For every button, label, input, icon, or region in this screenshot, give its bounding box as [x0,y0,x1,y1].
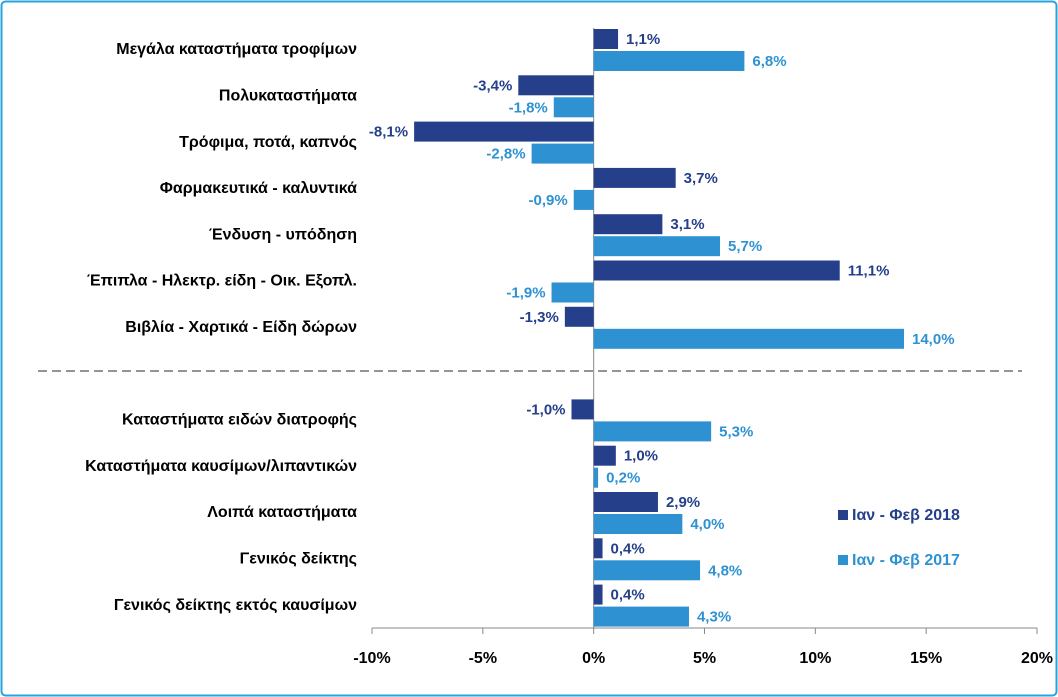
bar [593,421,712,442]
legend-label: Ιαν - Φεβ 2017 [852,552,960,569]
value-label: -3,4% [473,77,512,94]
bar [593,236,721,257]
value-label: 4,0% [690,516,724,533]
category-label: Καταστήματα ειδών διατροφής [122,412,357,429]
value-label: 4,3% [697,609,731,626]
value-label: -8,1% [369,124,408,141]
legend-label: Ιαν - Φεβ 2018 [852,507,960,524]
category-label: Μεγάλα καταστήματα τροφίμων [116,41,357,58]
category-label: Ένδυση - υπόδηση [209,226,357,243]
category-label: Πολυκαταστήματα [219,88,357,105]
bar [531,143,594,164]
x-tick-label: 20% [1021,650,1053,667]
x-tick-label: -10% [353,650,390,667]
bar [518,75,594,96]
bar [593,560,701,581]
value-label: 1,1% [626,31,660,48]
bar [573,189,594,210]
value-label: 5,7% [728,238,762,255]
bar [593,467,599,488]
bar [593,328,904,349]
category-label: Γενικός δείκτης εκτός καυσίμων [114,597,357,614]
bar [414,121,594,142]
x-tick-label: -5% [469,650,497,667]
value-label: 0,4% [611,540,645,557]
bar [551,282,594,303]
value-label: 2,9% [666,494,700,511]
bar [571,399,594,420]
bar [593,29,619,49]
bar [593,514,683,534]
value-label: 6,8% [752,53,786,70]
value-label: 5,3% [719,423,753,440]
bar [593,167,676,188]
value-label: -2,8% [486,146,525,163]
value-label: 14,0% [912,331,955,348]
bar [593,51,745,71]
category-label: Λοιπά καταστήματα [207,504,357,521]
category-label: Τρόφιμα, ποτά, καπνός [179,134,357,151]
value-label: 0,4% [611,587,645,604]
bar [593,260,840,281]
value-label: -0,9% [529,192,568,209]
value-label: -1,8% [509,99,548,116]
value-label: -1,9% [506,284,545,301]
value-label: -1,0% [526,401,565,418]
x-tick-label: 0% [582,650,605,667]
bar [593,584,603,605]
bar [593,214,663,235]
value-label: -1,3% [520,309,559,326]
category-label: Έπιπλα - Ηλεκτρ. είδη - Οικ. Εξοπλ. [87,273,357,290]
bar [593,606,689,627]
bar [593,538,603,559]
x-tick-label: 5% [693,650,716,667]
value-label: 3,1% [670,216,704,233]
x-tick-label: 10% [799,650,831,667]
x-tick-label: 15% [910,650,942,667]
bar [593,492,658,512]
value-label: 1,0% [624,448,658,465]
bar [564,306,594,327]
bar [553,97,594,118]
category-label: Βιβλία - Χαρτικά - Είδη δώρων [125,319,357,336]
category-label: Γενικός δείκτης [240,551,357,568]
category-label: Καταστήματα καυσίμων/λιπαντικών [85,458,357,475]
category-label: Φαρμακευτικά - καλυντικά [160,180,357,197]
value-label: 3,7% [684,170,718,187]
value-label: 11,1% [848,262,890,279]
value-label: 0,2% [606,470,640,487]
value-label: 4,8% [708,562,742,579]
legend-swatch [838,555,848,565]
bar [593,445,616,466]
legend-swatch [838,510,848,520]
